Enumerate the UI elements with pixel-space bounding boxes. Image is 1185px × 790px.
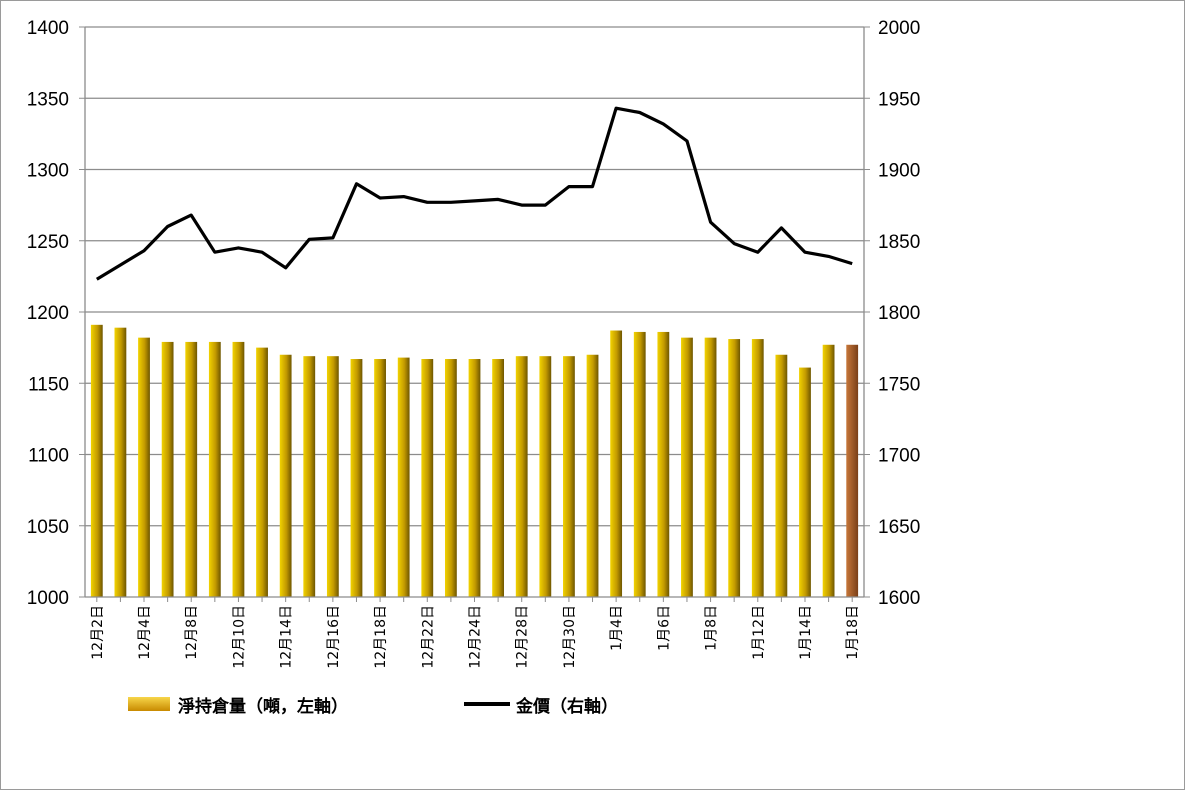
bar xyxy=(185,341,198,597)
right-tick-label: 1600 xyxy=(878,588,920,609)
legend-label-gold-price: 金價（右軸） xyxy=(515,696,618,717)
left-tick-label: 1250 xyxy=(27,232,69,253)
bar xyxy=(468,359,481,597)
bar xyxy=(208,341,221,597)
bar xyxy=(421,359,434,597)
bar xyxy=(326,356,339,597)
bar xyxy=(633,331,646,597)
x-tick-label: 12月30日 xyxy=(562,605,578,669)
bar xyxy=(114,327,127,597)
x-tick-label: 1月14日 xyxy=(798,605,814,660)
right-tick-label: 1850 xyxy=(878,232,920,253)
x-tick-label: 1月6日 xyxy=(656,605,672,651)
axes xyxy=(79,26,870,602)
right-tick-label: 1900 xyxy=(878,161,920,182)
x-tick-label: 12月18日 xyxy=(373,605,389,669)
bar xyxy=(444,359,457,597)
left-tick-label: 1100 xyxy=(28,446,69,467)
x-tick-label: 12月14日 xyxy=(279,605,295,669)
left-axis-ticks: 1000 1050 1100 1150 1200 1250 1300 1350 1400 xyxy=(27,18,69,609)
bar xyxy=(232,341,245,597)
x-tick-label: 12月2日 xyxy=(90,605,106,660)
bar xyxy=(492,359,505,597)
bar xyxy=(374,359,386,597)
x-tick-label: 1月4日 xyxy=(609,605,625,651)
bar xyxy=(586,354,599,597)
bar xyxy=(539,356,552,597)
right-tick-label: 1650 xyxy=(878,517,920,538)
left-tick-label: 1350 xyxy=(27,89,69,110)
legend-label-net-holdings: 淨持倉量（噸，左軸） xyxy=(178,696,348,717)
gold-price-line xyxy=(95,106,853,281)
bar xyxy=(657,331,670,597)
x-axis-ticks: 12月2日 12月4日 12月8日 12月10日 12月14日 12月16日 12月18日 1… xyxy=(90,605,861,669)
left-tick-label: 1000 xyxy=(27,588,69,609)
bar xyxy=(681,337,693,597)
bar xyxy=(728,339,741,597)
x-tick-label: 12月16日 xyxy=(326,605,342,669)
left-tick-label: 1150 xyxy=(28,374,69,395)
left-tick-label: 1200 xyxy=(27,303,69,324)
legend-swatch-net-holdings xyxy=(128,697,170,711)
right-axis-ticks: 1600 1650 1700 1750 1800 1850 1900 1950 2000 xyxy=(878,18,920,609)
bar xyxy=(397,357,410,597)
line-series xyxy=(95,106,853,281)
right-tick-label: 1950 xyxy=(878,89,920,110)
left-tick-label: 1400 xyxy=(27,18,69,39)
x-tick-label: 12月10日 xyxy=(231,605,247,669)
bar xyxy=(751,339,764,597)
x-tick-label: 12月28日 xyxy=(515,605,531,669)
bar xyxy=(279,354,292,597)
x-tick-label: 12月22日 xyxy=(420,605,436,669)
legend: 淨持倉量（噸，左軸） 金價（右軸） xyxy=(128,696,618,717)
bar xyxy=(515,356,528,597)
bar xyxy=(822,344,835,597)
right-tick-label: 1700 xyxy=(878,446,920,467)
bar xyxy=(161,341,174,597)
x-tick-label: 12月24日 xyxy=(468,605,484,669)
bar xyxy=(775,354,788,597)
left-tick-label: 1050 xyxy=(27,517,69,538)
bar xyxy=(563,356,575,597)
bar xyxy=(350,359,363,597)
x-tick-label: 12月4日 xyxy=(137,605,153,660)
bar xyxy=(704,337,717,597)
bar xyxy=(610,330,623,597)
bar-series xyxy=(90,324,859,597)
x-tick-label: 1月18日 xyxy=(845,605,861,660)
bar xyxy=(846,344,859,597)
right-tick-label: 1800 xyxy=(878,303,920,324)
bar xyxy=(138,337,150,597)
right-tick-label: 1750 xyxy=(878,374,920,395)
bar xyxy=(799,367,811,597)
left-tick-label: 1300 xyxy=(27,161,69,182)
x-tick-label: 1月8日 xyxy=(704,605,720,651)
x-tick-label: 12月8日 xyxy=(184,605,200,660)
bar xyxy=(303,356,316,597)
bar xyxy=(256,347,268,597)
right-tick-label: 2000 xyxy=(878,18,920,39)
bar xyxy=(90,324,103,597)
x-tick-label: 1月12日 xyxy=(751,605,767,660)
